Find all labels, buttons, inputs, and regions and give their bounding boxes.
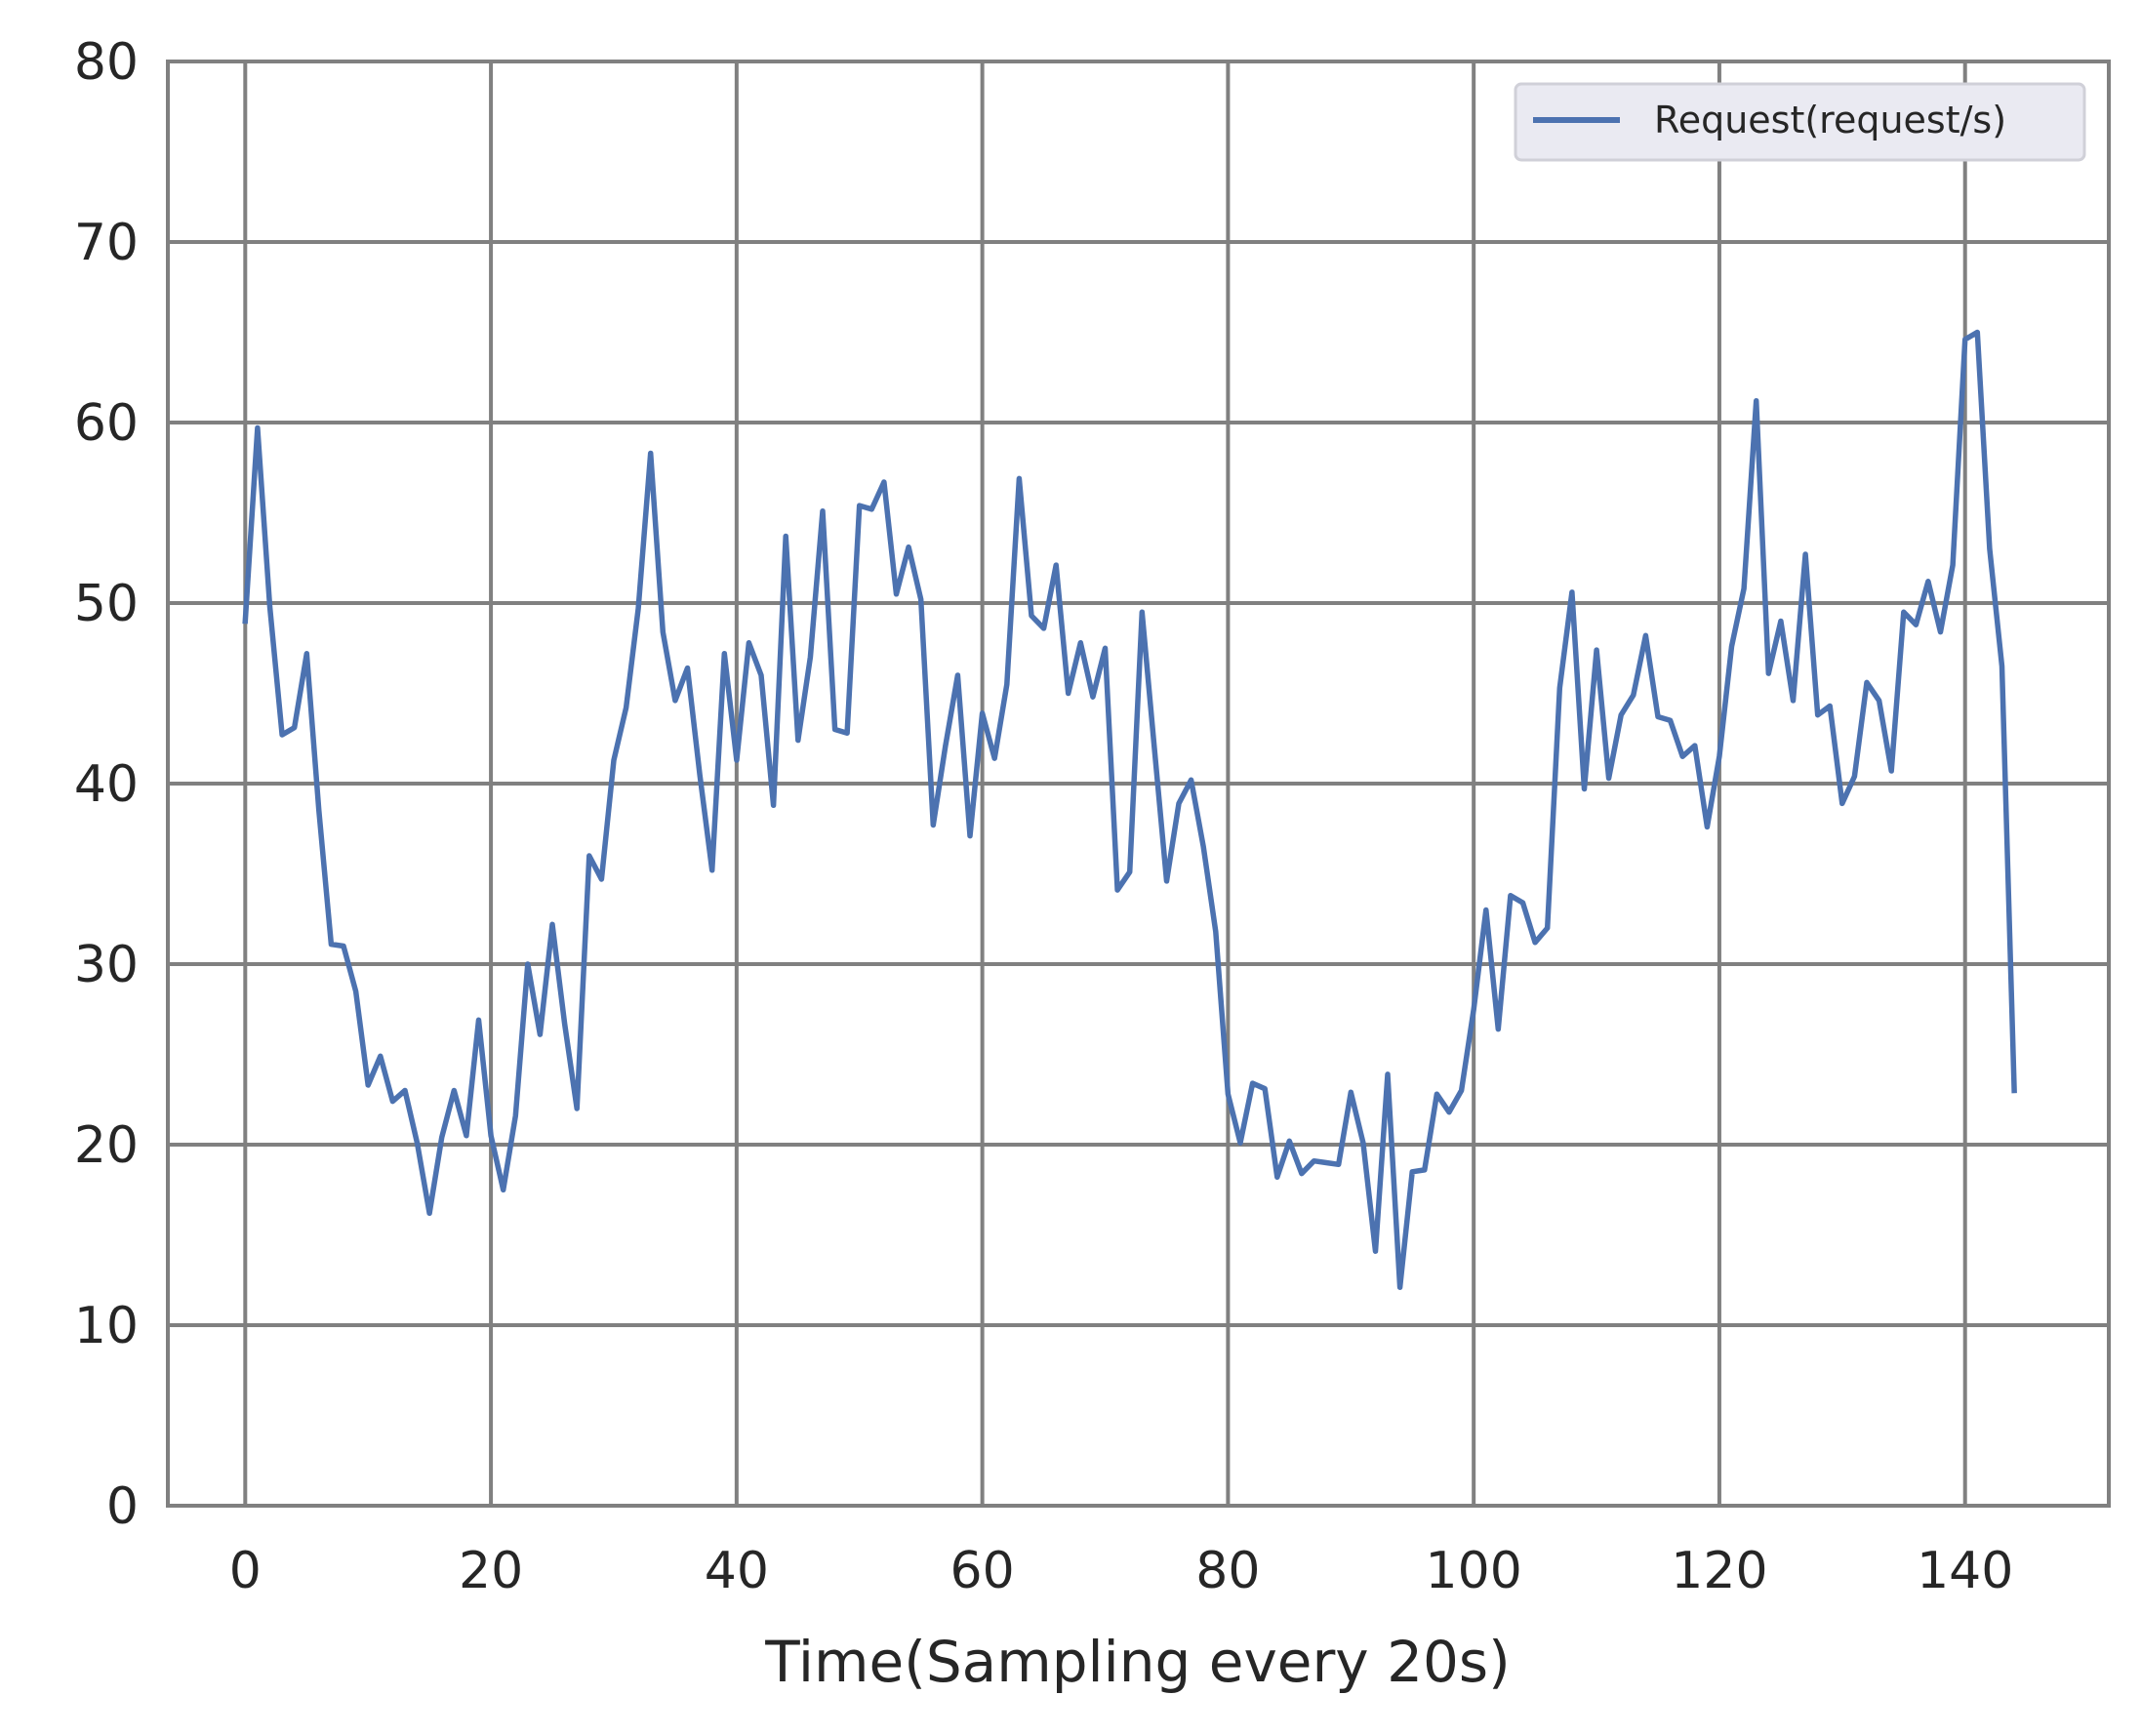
x-tick-label-60: 60	[950, 1542, 1015, 1600]
y-tick-label-10: 10	[74, 1297, 139, 1355]
y-tick-label-60: 60	[74, 394, 139, 453]
plot-frame	[166, 60, 2111, 1508]
legend: Request(request/s)	[1514, 82, 2086, 162]
x-tick-label-80: 80	[1195, 1542, 1260, 1600]
y-tick-label-40: 40	[74, 755, 139, 814]
series-group	[242, 329, 2017, 1290]
x-tick-label-140: 140	[1917, 1542, 2013, 1600]
series-line-0	[242, 329, 2017, 1290]
y-tick-label-50: 50	[74, 575, 139, 633]
y-tick-label-70: 70	[74, 214, 139, 272]
legend-box	[1514, 82, 2086, 162]
x-tick-labels: 0 20 40 60 80 100 120 140	[229, 1542, 2014, 1600]
x-axis-label: Time(Sampling every 20s)	[764, 1629, 1510, 1695]
y-tick-labels: 0 10 20 30 40 50 60 70 80	[74, 33, 139, 1536]
x-tick-label-40: 40	[705, 1542, 769, 1600]
legend-label: Request(request/s)	[1654, 99, 2006, 141]
x-tick-label-20: 20	[459, 1542, 523, 1600]
y-tick-label-0: 0	[106, 1477, 139, 1536]
y-tick-label-20: 20	[74, 1116, 139, 1175]
grid-lines	[168, 61, 2109, 1506]
y-tick-label-80: 80	[74, 33, 139, 92]
x-tick-label-120: 120	[1671, 1542, 1767, 1600]
x-tick-label-100: 100	[1426, 1542, 1522, 1600]
y-tick-label-30: 30	[74, 936, 139, 994]
x-tick-label-0: 0	[229, 1542, 262, 1600]
